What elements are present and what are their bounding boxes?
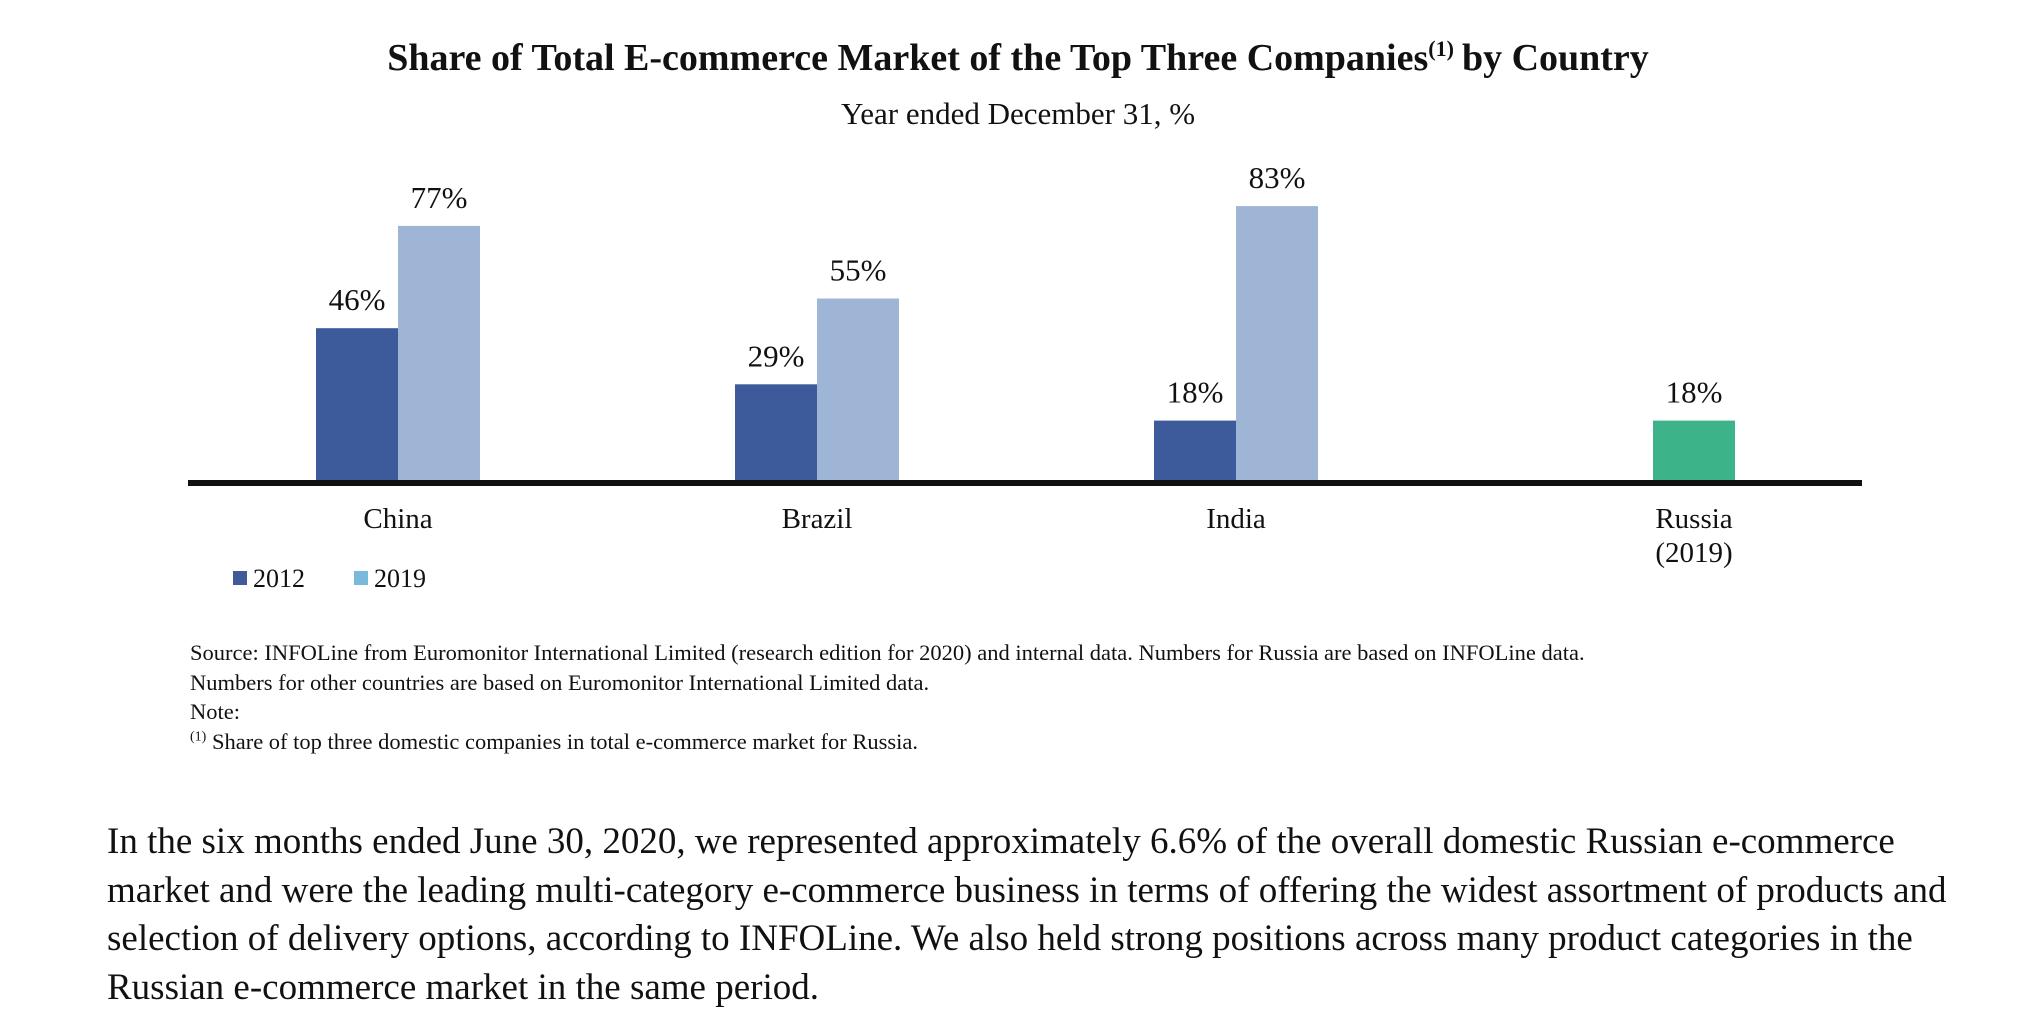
bar-india-2019 [1236, 206, 1318, 480]
chart: Share of Total E-commerce Market of the … [188, 36, 1862, 593]
data-label-india-2019: 83% [1249, 160, 1306, 195]
category-label-russia: Russia [1655, 503, 1732, 535]
legend: 2012 2019 [233, 564, 426, 593]
body-paragraph: In the six months ended June 30, 2020, w… [107, 821, 1947, 1008]
plot-area: 46% 77% China 29% 55% Brazil 18% 83% India 18% Rus… [316, 160, 1735, 569]
bar-india-2012 [1154, 420, 1236, 480]
legend-swatch-2012 [233, 571, 247, 585]
chart-title: Share of Total E-commerce Market of the … [387, 36, 1649, 79]
chart-title-main: Share of Total E-commerce Market of the … [387, 37, 1428, 79]
bar-brazil-2019 [817, 298, 899, 480]
data-label-brazil-2019: 55% [830, 253, 887, 288]
footnote: (1) Share of top three domestic companie… [190, 727, 1890, 757]
category-sublabel-russia: (2019) [1655, 537, 1732, 569]
chart-title-footnote-mark: (1) [1428, 36, 1454, 61]
bar-russia-2019 [1653, 420, 1735, 480]
chart-subtitle: Year ended December 31, % [841, 96, 1195, 131]
data-label-russia-2019: 18% [1666, 375, 1723, 410]
bar-brazil-2012 [735, 384, 817, 480]
footnote-mark: (1) [190, 729, 207, 744]
chart-title-suffix: by Country [1462, 37, 1649, 79]
legend-label-2019: 2019 [374, 564, 426, 593]
data-label-india-2012: 18% [1167, 375, 1224, 410]
source-line-1: Source: INFOLine from Euromonitor Intern… [190, 640, 1585, 665]
data-label-china-2019: 77% [411, 180, 468, 215]
bar-china-2012 [316, 328, 398, 480]
data-label-china-2012: 46% [329, 282, 386, 317]
category-label-brazil: Brazil [782, 503, 853, 535]
note-label: Note: [190, 699, 240, 724]
source-notes: Source: INFOLine from Euromonitor Intern… [190, 638, 1890, 756]
data-label-brazil-2012: 29% [748, 338, 805, 373]
legend-swatch-2019 [354, 571, 368, 585]
legend-label-2012: 2012 [253, 564, 305, 593]
source-line-2: Numbers for other countries are based on… [190, 669, 930, 695]
footnote-text: Share of top three domestic companies in… [211, 728, 918, 754]
category-label-china: China [363, 503, 432, 535]
category-label-india: India [1206, 503, 1266, 535]
bar-china-2019 [398, 225, 480, 480]
